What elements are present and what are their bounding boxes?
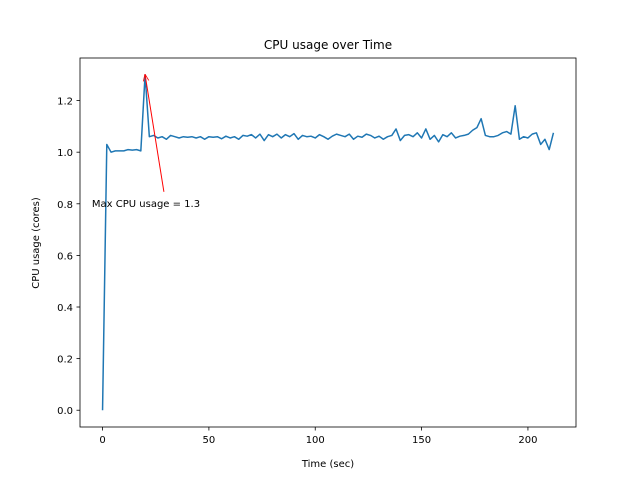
y-tick-label: 0.4: [57, 303, 73, 314]
data-line: [101, 74, 555, 411]
chart-title: CPU usage over Time: [264, 38, 392, 52]
y-tick-label: 1.2: [57, 97, 73, 108]
x-tick-label: 100: [306, 435, 325, 446]
y-tick-label: 0.6: [57, 251, 73, 262]
y-tick-label: 1.0: [57, 148, 73, 159]
x-tick-label: 150: [412, 435, 431, 446]
y-tick-label: 0.0: [57, 406, 73, 417]
plot-frame: [79, 57, 577, 428]
x-tick-label: 200: [518, 435, 537, 446]
annotation-arrow: [145, 75, 165, 192]
y-tick-label: 0.2: [57, 355, 73, 366]
y-axis-label: CPU usage (cores): [31, 197, 42, 289]
x-axis-label: Time (sec): [301, 459, 354, 470]
annotation-text: Max CPU usage = 1.3: [92, 199, 200, 210]
x-tick-label: 50: [203, 435, 216, 446]
y-tick-label: 0.8: [57, 200, 73, 211]
x-tick-label: 0: [99, 435, 105, 446]
